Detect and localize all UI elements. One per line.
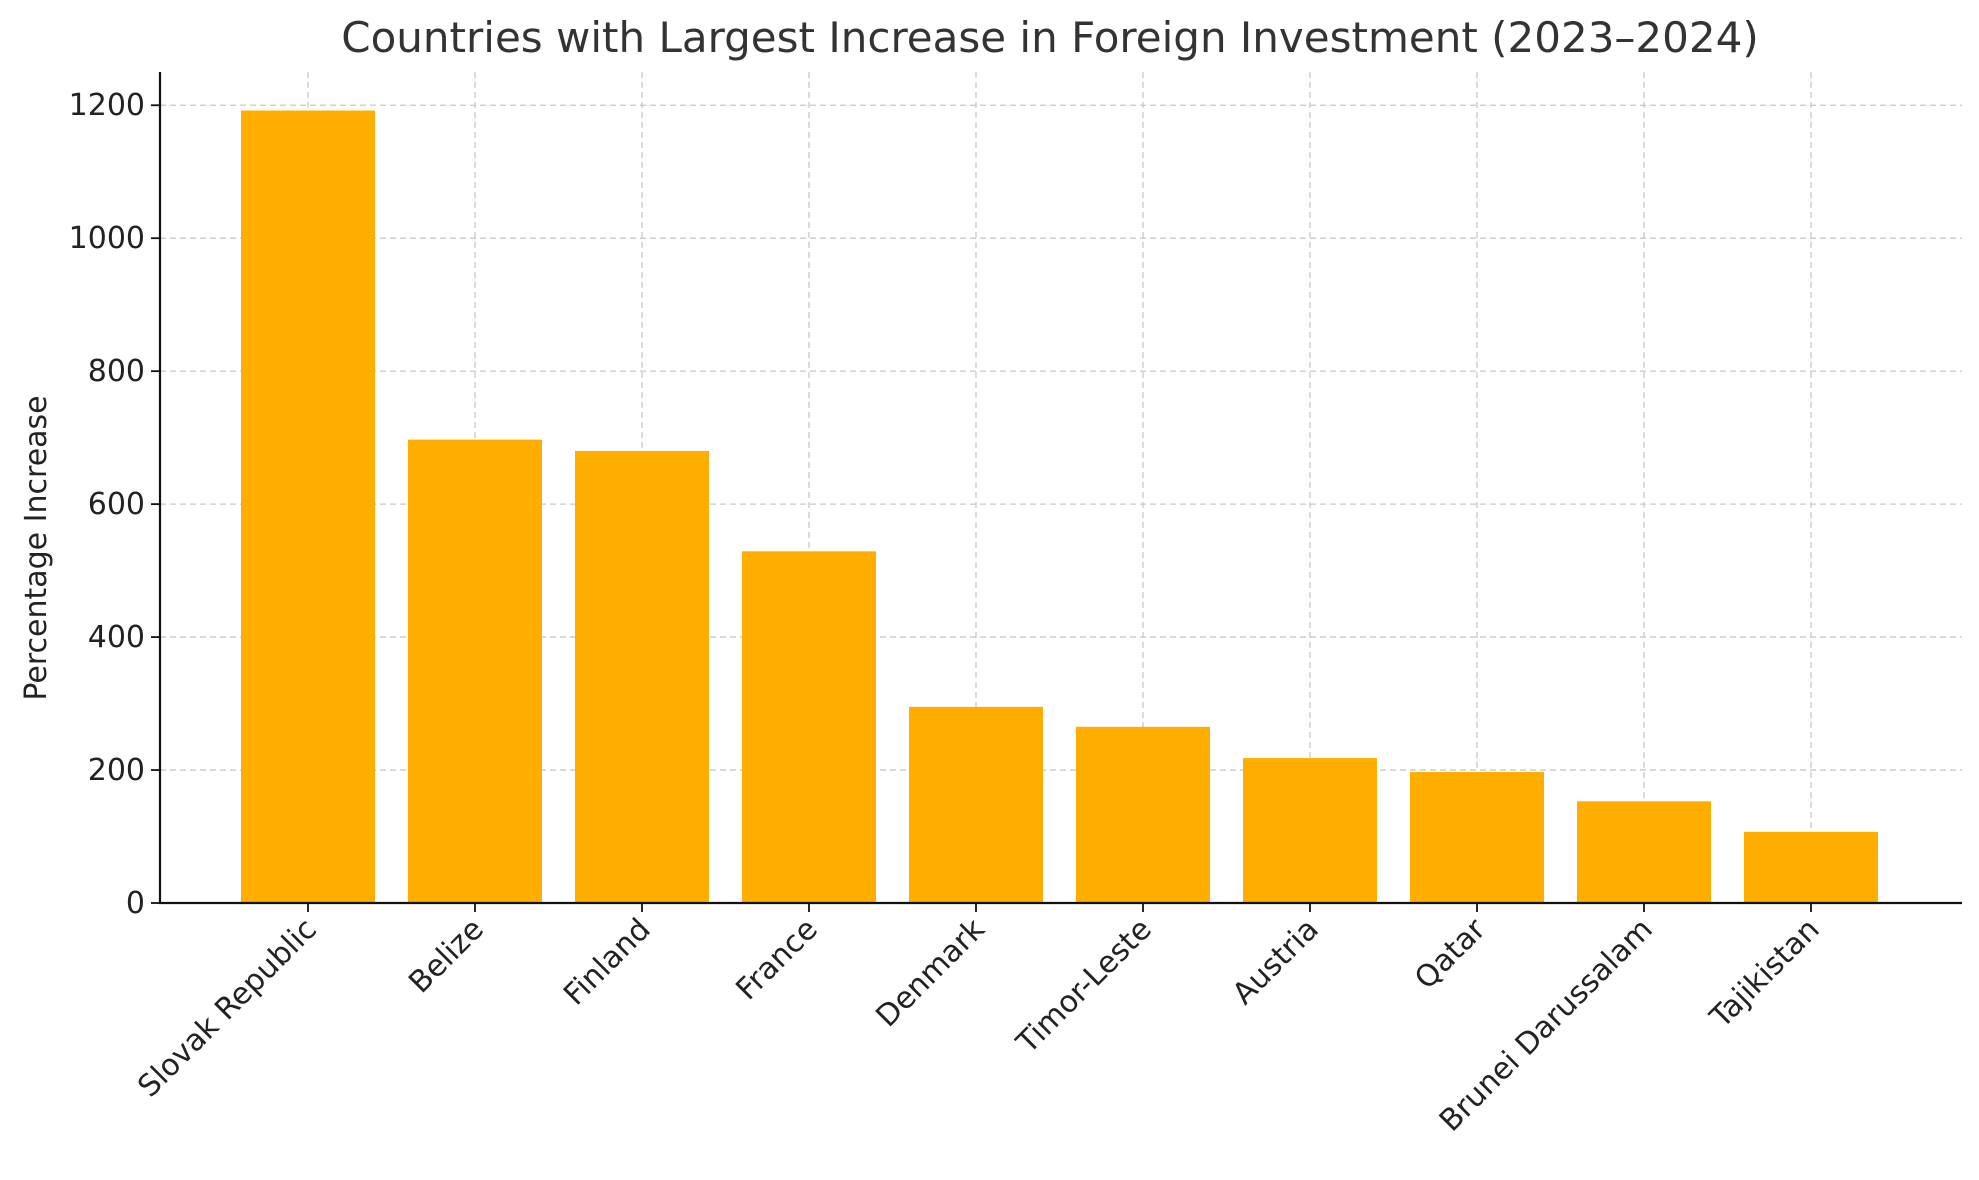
bar xyxy=(1410,772,1544,903)
bar xyxy=(1577,801,1711,903)
x-tick-label: Austria xyxy=(1226,912,1326,1012)
bar xyxy=(909,706,1043,903)
y-tick-label: 1200 xyxy=(69,88,145,123)
bar xyxy=(575,450,709,903)
x-tick-label: Tajikistan xyxy=(1703,912,1827,1036)
y-tick-label: 1000 xyxy=(69,221,145,256)
y-ticks: 0 200 400 600 800 1000 1200 xyxy=(69,88,160,921)
x-tick-label: Belize xyxy=(402,912,490,1000)
bars xyxy=(241,110,1878,903)
x-tick-label: Timor-Leste xyxy=(1009,912,1158,1061)
x-tick-label: Slovak Republic xyxy=(131,912,323,1104)
bar xyxy=(241,110,375,903)
y-tick-label: 200 xyxy=(88,753,145,788)
bar xyxy=(1744,831,1878,903)
x-tick-label: Finland xyxy=(557,912,658,1013)
x-tick-label: Denmark xyxy=(869,911,992,1034)
y-tick-label: 600 xyxy=(88,487,145,522)
y-tick-label: 0 xyxy=(126,886,145,921)
y-axis-label: Percentage Increase xyxy=(19,395,54,700)
y-tick-label: 800 xyxy=(88,354,145,389)
axes xyxy=(158,72,1962,905)
bar xyxy=(742,551,876,903)
bar xyxy=(1243,758,1377,903)
chart-title: Countries with Largest Increase in Forei… xyxy=(341,13,1758,62)
bar xyxy=(408,439,542,903)
x-tick-label: Qatar xyxy=(1408,911,1493,996)
x-tick-label: France xyxy=(729,912,824,1007)
bar xyxy=(1076,726,1210,903)
x-ticks: Slovak Republic Belize Finland France Denmar… xyxy=(131,903,1827,1139)
y-tick-label: 400 xyxy=(88,620,145,655)
